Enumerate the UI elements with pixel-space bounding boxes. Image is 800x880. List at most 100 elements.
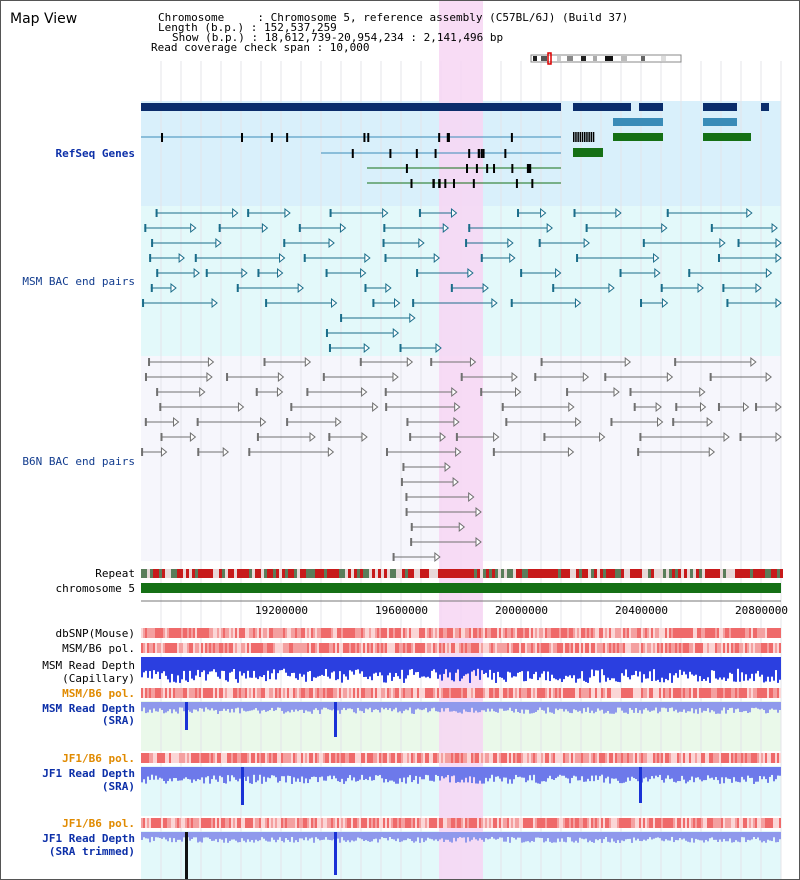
polymorphism-mark	[499, 753, 501, 763]
depth-bar	[149, 657, 151, 672]
repeat-block	[144, 569, 147, 578]
depth-bar	[401, 702, 403, 714]
polymorphism-mark	[529, 753, 531, 763]
depth-bar	[611, 702, 613, 714]
polymorphism-mark	[677, 753, 679, 763]
depth-bar	[157, 832, 159, 838]
track-label-msm-b6-pol-2[interactable]: MSM/B6 pol.	[62, 687, 135, 700]
repeat-block	[237, 569, 240, 578]
bac-end	[505, 418, 508, 426]
polymorphism-mark	[189, 628, 191, 638]
depth-bar	[469, 767, 471, 777]
track-label-repeat[interactable]: Repeat	[95, 567, 135, 580]
track-label-b6n-bac[interactable]: B6N BAC end pairs	[22, 455, 135, 468]
polymorphism-mark	[267, 643, 269, 653]
polymorphism-mark	[293, 643, 295, 653]
depth-bar	[763, 702, 765, 711]
repeat-block	[657, 569, 660, 578]
polymorphism-mark	[215, 628, 217, 638]
depth-bar	[651, 702, 653, 711]
track-label-refseq[interactable]: RefSeq Genes	[55, 147, 135, 160]
depth-bar	[365, 702, 367, 709]
polymorphism-mark	[675, 628, 677, 638]
polymorphism-mark	[323, 643, 325, 653]
depth-bar	[529, 767, 531, 776]
depth-bar	[567, 832, 569, 838]
track-label-msm-bac[interactable]: MSM BAC end pairs	[22, 275, 135, 288]
polymorphism-mark	[557, 628, 559, 638]
track-label-jf1-depth-trimmed[interactable]: JF1 Read Depth	[42, 832, 135, 845]
polymorphism-mark	[617, 688, 619, 698]
repeat-block	[297, 569, 300, 578]
polymorphism-mark	[169, 688, 171, 698]
depth-bar	[237, 767, 239, 782]
bac-end-arrow	[279, 252, 286, 264]
exon	[466, 164, 469, 173]
polymorphism-mark	[767, 628, 769, 638]
depth-bar	[631, 702, 633, 710]
polymorphism-mark	[573, 643, 575, 653]
polymorphism-mark	[163, 688, 165, 698]
depth-bar	[693, 767, 695, 783]
track-label-jf1-b6-pol-1[interactable]: JF1/B6 pol.	[62, 752, 135, 765]
polymorphism-mark	[635, 688, 637, 698]
polymorphism-mark	[245, 628, 247, 638]
polymorphism-mark	[203, 643, 205, 653]
polymorphism-mark	[253, 628, 255, 638]
depth-bar	[257, 767, 259, 781]
polymorphism-mark	[181, 643, 183, 653]
repeat-block	[330, 569, 333, 578]
polymorphism-mark	[395, 628, 397, 638]
polymorphism-mark	[447, 628, 449, 638]
polymorphism-mark	[747, 643, 749, 653]
track-label-dbsnp[interactable]: dbSNP(Mouse)	[55, 627, 135, 640]
track-label-chromosome[interactable]: chromosome 5	[55, 582, 135, 595]
depth-bar	[499, 832, 501, 838]
track-label-jf1-depth-sra[interactable]: JF1 Read Depth	[42, 767, 135, 780]
depth-bar	[525, 767, 527, 783]
depth-bar	[423, 832, 425, 843]
depth-bar	[571, 832, 573, 842]
polymorphism-mark	[571, 818, 573, 828]
polymorphism-mark	[191, 643, 193, 653]
depth-bar	[337, 702, 339, 711]
polymorphism-mark	[497, 753, 499, 763]
polymorphism-mark	[433, 818, 435, 828]
polymorphism-mark	[169, 643, 171, 653]
polymorphism-mark	[639, 753, 641, 763]
depth-bar	[635, 657, 637, 671]
polymorphism-mark	[741, 643, 743, 653]
polymorphism-mark	[491, 688, 493, 698]
polymorphism-mark	[315, 628, 317, 638]
depth-bar	[307, 832, 309, 841]
track-label-msm-depth-sra[interactable]: MSM Read Depth	[42, 702, 135, 715]
polymorphism-mark	[387, 628, 389, 638]
depth-bar	[593, 702, 595, 714]
depth-bar	[237, 832, 239, 843]
depth-bar	[227, 702, 229, 710]
repeat-block	[531, 569, 534, 578]
track-label-msm-depth-capillary[interactable]: MSM Read Depth	[42, 659, 135, 672]
depth-bar	[555, 702, 557, 709]
polymorphism-mark	[359, 818, 361, 828]
polymorphism-mark	[725, 643, 727, 653]
polymorphism-mark	[673, 643, 675, 653]
polymorphism-mark	[763, 628, 765, 638]
track-label-jf1-b6-pol-2[interactable]: JF1/B6 pol.	[62, 817, 135, 830]
depth-bar	[243, 702, 245, 711]
polymorphism-mark	[167, 628, 169, 638]
polymorphism-mark	[763, 643, 765, 653]
polymorphism-mark	[775, 753, 777, 763]
depth-bar	[265, 702, 267, 712]
polymorphism-mark	[493, 628, 495, 638]
polymorphism-mark	[475, 628, 477, 638]
polymorphism-mark	[529, 688, 531, 698]
track-label-msm-b6-pol-1[interactable]: MSM/B6 pol.	[62, 642, 135, 655]
bac-end-arrow	[199, 386, 206, 398]
depth-bar	[647, 832, 649, 840]
depth-bar	[233, 702, 235, 713]
polymorphism-mark	[467, 688, 469, 698]
depth-bar	[327, 767, 329, 777]
depth-bar	[447, 832, 449, 840]
